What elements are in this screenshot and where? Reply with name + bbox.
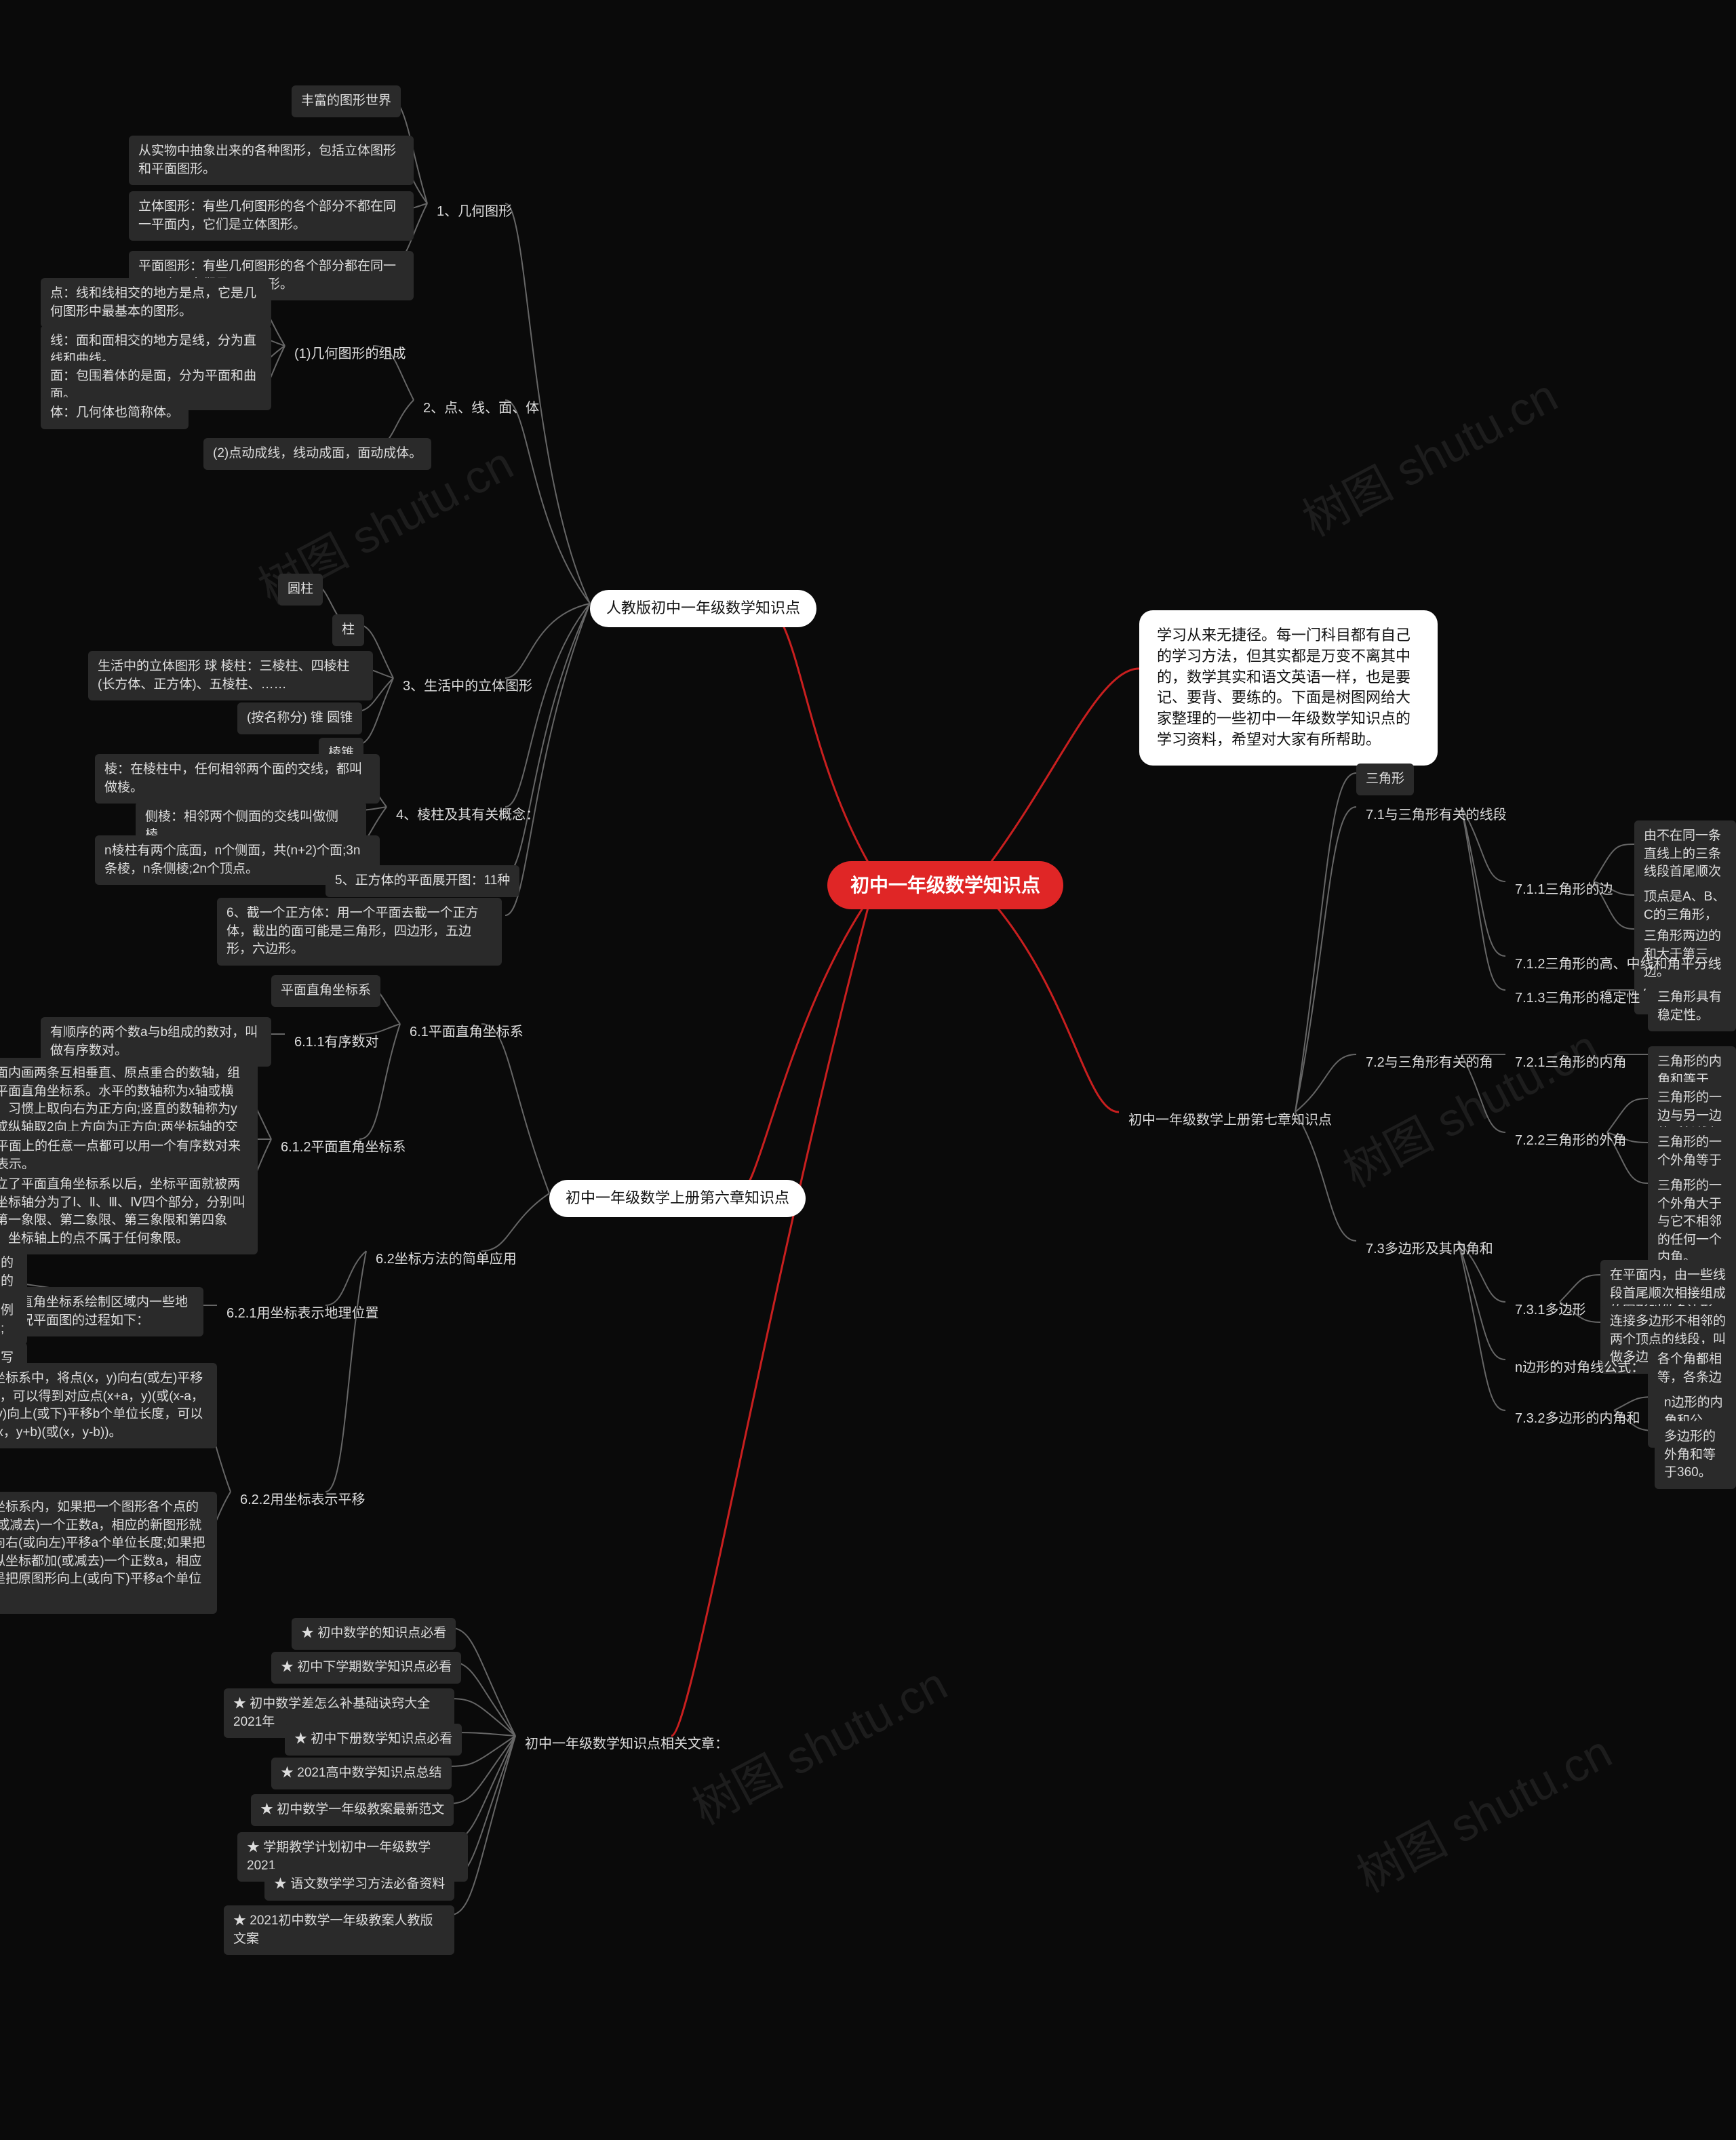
a-n3-zhui: (按名称分) 锥 圆锥 (237, 702, 362, 734)
a-n1[interactable]: 1、几何图形 (427, 195, 521, 228)
b-622-b: 在平面直角坐标系内，如果把一个图形各个点的横坐标都加(或减去)一个正数a，相应的… (0, 1492, 217, 1614)
d-711[interactable]: 7.1.1三角形的边 (1505, 873, 1622, 906)
d-72[interactable]: 7.2与三角形有关的角 (1356, 1046, 1503, 1079)
b-612-c: 建立了平面直角坐标系以后，坐标平面就被两条坐标轴分为了Ⅰ、Ⅱ、Ⅲ、Ⅳ四个部分，分… (0, 1169, 258, 1254)
d-731-n: n边形的对角线公式： (1505, 1351, 1654, 1384)
d-722-c: 三角形的一个外角大于与它不相邻的任何一个内角。 (1648, 1170, 1736, 1274)
d-731[interactable]: 7.3.1多边形 (1505, 1294, 1595, 1326)
c-i2[interactable]: ★ 初中下学期数学知识点必看 (271, 1652, 461, 1684)
a-n4-a: 棱：在棱柱中，任何相邻两个面的交线，都叫做棱。 (95, 754, 380, 804)
b-621[interactable]: 6.2.1用坐标表示地理位置 (217, 1297, 388, 1330)
a-n2[interactable]: 2、点、线、面、体 (414, 392, 549, 424)
intro-note: 学习从来无捷径。每一门科目都有自己的学习方法，但其实都是万变不离其中的，数学其实… (1139, 610, 1438, 766)
branch-d[interactable]: 初中一年级数学上册第七章知识点 (1119, 1104, 1341, 1136)
a-n3-zhu: 柱 (332, 614, 364, 646)
d-713[interactable]: 7.1.3三角形的稳定性 (1505, 982, 1649, 1014)
d-713-a: 三角形具有稳定性。 (1648, 982, 1736, 1031)
a-n5: 5、正方体的平面展开图：11种 (326, 865, 519, 897)
c-i5[interactable]: ★ 2021高中数学知识点总结 (271, 1758, 452, 1789)
watermark: 树图 shutu.cn (1343, 1715, 1621, 1905)
a-n2-a-title: (1)几何图形的组成 (285, 338, 415, 370)
d-722[interactable]: 7.2.2三角形的外角 (1505, 1124, 1636, 1157)
a-n3[interactable]: 3、生活中的立体图形 (393, 670, 542, 702)
c-i8[interactable]: ★ 语文数学学习方法必备资料 (264, 1869, 454, 1901)
b-622[interactable]: 6.2.2用坐标表示平移 (231, 1484, 374, 1516)
b-611[interactable]: 6.1.1有序数对 (285, 1026, 388, 1058)
c-i4[interactable]: ★ 初中下册数学知识点必看 (285, 1724, 462, 1756)
c-i1[interactable]: ★ 初中数学的知识点必看 (292, 1618, 456, 1650)
d-712[interactable]: 7.1.2三角形的高、中线和角平分线 (1505, 948, 1731, 980)
a-n3-top: 生活中的立体图形 球 棱柱：三棱柱、四棱柱(长方体、正方体)、五棱柱、…… (88, 651, 373, 700)
a-n4[interactable]: 4、棱柱及其有关概念： (387, 799, 549, 831)
c-i9[interactable]: ★ 2021初中数学一年级教案人教版文案 (224, 1905, 454, 1955)
b-612[interactable]: 6.1.2平面直角坐标系 (271, 1131, 415, 1164)
b-62[interactable]: 6.2坐标方法的简单应用 (366, 1243, 526, 1275)
b-61[interactable]: 6.1平面直角坐标系 (400, 1016, 533, 1048)
d-71[interactable]: 7.1与三角形有关的线段 (1356, 799, 1516, 831)
d-732[interactable]: 7.3.2多边形的内角和 (1505, 1402, 1649, 1435)
branch-a[interactable]: 人教版初中一年级数学知识点 (590, 590, 816, 627)
branch-c[interactable]: 初中一年级数学知识点相关文章： (515, 1728, 738, 1760)
d-721[interactable]: 7.2.1三角形的内角 (1505, 1046, 1636, 1079)
a-n6: 6、截一个正方体：用一个平面去截一个正方体，截出的面可能是三角形，四边形，五边形… (217, 898, 502, 966)
watermark: 树图 shutu.cn (1289, 359, 1567, 549)
root-node[interactable]: 初中一年级数学知识点 (827, 861, 1063, 909)
a-n1-b: 立体图形：有些几何图形的各个部分不都在同一平面内，它们是立体图形。 (129, 191, 414, 241)
b-622-a: 在平面直角坐标系中，将点(x，y)向右(或左)平移a个单位长度，可以得到对应点(… (0, 1363, 217, 1448)
a-n1-top: 丰富的图形世界 (292, 85, 401, 117)
d-73[interactable]: 7.3多边形及其内角和 (1356, 1233, 1503, 1265)
c-i6[interactable]: ★ 初中数学一年级教案最新范文 (251, 1794, 454, 1826)
branch-b[interactable]: 初中一年级数学上册第六章知识点 (549, 1180, 806, 1217)
a-n2-a1: 点：线和线相交的地方是点，它是几何图形中最基本的图形。 (41, 278, 271, 328)
b-621-a: 利用平面直角坐标系绘制区域内一些地点分布情况平面图的过程如下： (0, 1287, 203, 1336)
a-n1-a: 从实物中抽象出来的各种图形，包括立体图形和平面图形。 (129, 136, 414, 185)
d-732-b: 多边形的外角和等于360。 (1655, 1421, 1736, 1489)
a-n2-b: (2)点动成线，线动成面，面动成体。 (203, 438, 431, 470)
b-61-top: 平面直角坐标系 (271, 975, 380, 1007)
a-n2-a4: 体：几何体也简称体。 (41, 397, 189, 429)
d-top: 三角形 (1356, 764, 1414, 795)
watermark: 树图 shutu.cn (1330, 1010, 1608, 1200)
b-621-a2: ⑵根据具体问题确定适当的比例尺，在坐标轴上标出单位长度; (0, 1295, 27, 1345)
a-n3-yuanzhu: 圆柱 (278, 574, 323, 606)
